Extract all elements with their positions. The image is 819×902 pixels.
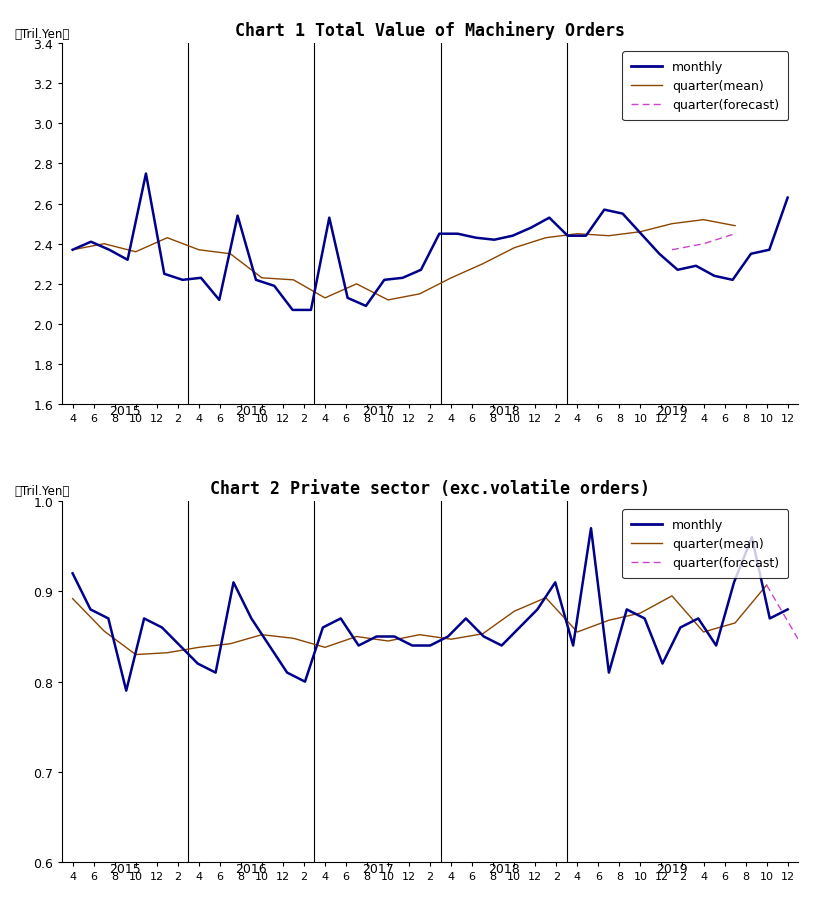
- Legend: monthly, quarter(mean), quarter(forecast): monthly, quarter(mean), quarter(forecast…: [622, 52, 788, 121]
- Text: （Tril.Yen）: （Tril.Yen）: [14, 27, 70, 41]
- Text: 2016: 2016: [236, 405, 267, 418]
- Text: 2017: 2017: [362, 405, 393, 418]
- Text: 2019: 2019: [656, 405, 688, 418]
- Title: Chart 2 Private sector (exc.volatile orders): Chart 2 Private sector (exc.volatile ord…: [210, 479, 650, 497]
- Text: 2017: 2017: [362, 862, 393, 875]
- Text: 2015: 2015: [109, 405, 141, 418]
- Text: 2018: 2018: [488, 862, 519, 875]
- Text: 2015: 2015: [109, 862, 141, 875]
- Text: （Tril.Yen）: （Tril.Yen）: [14, 485, 70, 498]
- Legend: monthly, quarter(mean), quarter(forecast): monthly, quarter(mean), quarter(forecast…: [622, 510, 788, 578]
- Text: 2019: 2019: [656, 862, 688, 875]
- Text: 2018: 2018: [488, 405, 519, 418]
- Text: 2016: 2016: [236, 862, 267, 875]
- Title: Chart 1 Total Value of Machinery Orders: Chart 1 Total Value of Machinery Orders: [235, 21, 625, 40]
